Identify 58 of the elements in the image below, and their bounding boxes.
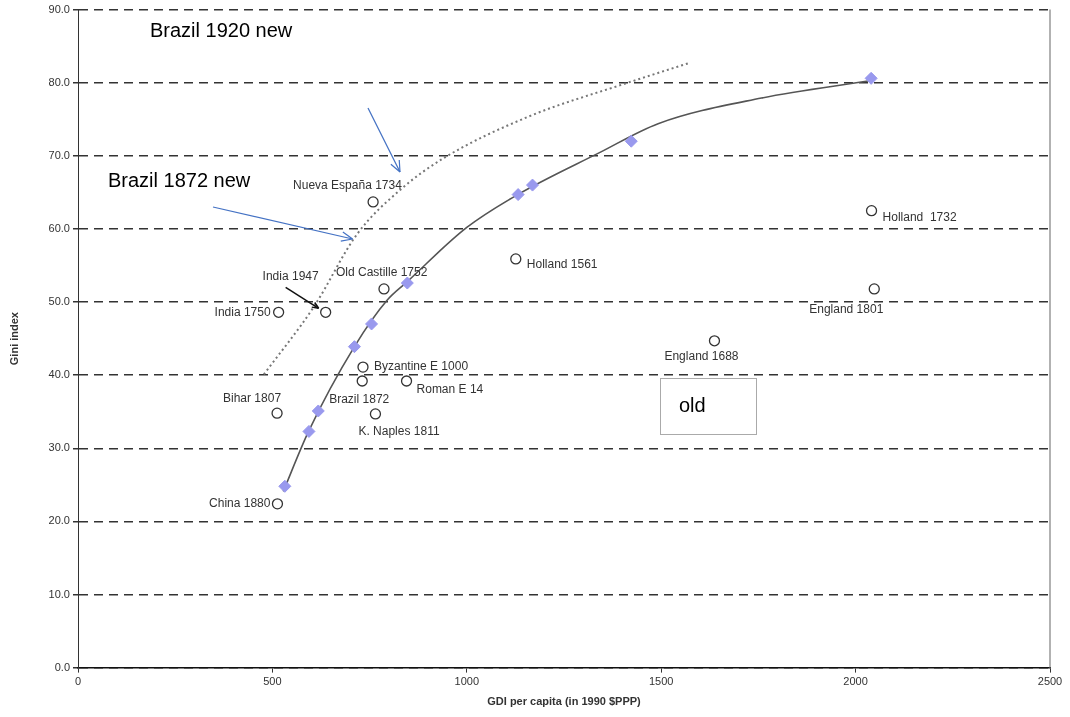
annotation: Brazil 1920 new xyxy=(150,18,293,42)
x-tick-label: 500 xyxy=(263,675,282,688)
y-tick-label: 0.0 xyxy=(54,660,70,673)
point xyxy=(511,188,525,202)
y-tick-label: 70.0 xyxy=(48,148,70,161)
point xyxy=(400,276,414,290)
point xyxy=(400,375,413,387)
data-label: England 1688 xyxy=(664,349,739,364)
y-tick-label: 10.0 xyxy=(48,587,70,600)
point xyxy=(369,408,382,420)
point xyxy=(864,71,878,85)
data-label: K. Naples 1811 xyxy=(358,424,440,439)
y-axis-title: Gini index xyxy=(7,311,20,366)
data-label: Holland 1561 xyxy=(526,257,598,272)
annotation: Brazil 1872 new xyxy=(108,168,251,192)
point xyxy=(320,306,332,318)
data-label: Holland 1732 xyxy=(882,209,957,224)
annotation: old xyxy=(660,378,757,435)
data-label: Byzantine E 1000 xyxy=(373,359,469,374)
point xyxy=(272,306,285,318)
y-tick-label: 80.0 xyxy=(48,75,70,88)
y-tick-label: 30.0 xyxy=(48,441,70,454)
x-axis-title: GDI per capita (in 1990 $PPP) xyxy=(487,695,642,708)
point xyxy=(868,283,880,295)
point xyxy=(624,134,638,148)
point xyxy=(708,335,721,347)
point xyxy=(347,340,361,354)
y-tick-label: 50.0 xyxy=(48,295,70,308)
point xyxy=(271,498,284,510)
x-tick-label: 0 xyxy=(74,675,82,688)
point xyxy=(302,424,316,438)
point xyxy=(311,404,325,418)
x-tick-label: 1000 xyxy=(454,675,480,688)
point xyxy=(526,178,540,192)
point xyxy=(865,205,878,217)
y-tick-label: 20.0 xyxy=(48,514,70,527)
data-label: Brazil 1872 xyxy=(329,392,390,407)
data-label: India 1947 xyxy=(262,268,319,283)
data-label: England 1801 xyxy=(809,302,884,317)
point xyxy=(378,283,390,295)
point xyxy=(365,317,379,331)
data-label: Bihar 1807 xyxy=(223,391,282,406)
data-label: Nueva España 1734 xyxy=(293,178,403,193)
x-tick-label: 1500 xyxy=(648,675,674,688)
y-tick-label: 40.0 xyxy=(48,368,70,381)
point xyxy=(278,479,292,493)
y-tick-label: 60.0 xyxy=(48,221,70,234)
data-label: India 1750 xyxy=(214,304,271,319)
y-tick-label: 90.0 xyxy=(48,2,70,15)
data-label: Roman E 14 xyxy=(416,382,484,397)
point xyxy=(510,253,522,265)
x-tick-label: 2500 xyxy=(1037,675,1063,688)
point xyxy=(367,196,379,208)
point xyxy=(271,407,283,419)
point xyxy=(356,375,368,387)
point xyxy=(357,361,369,373)
x-tick-label: 2000 xyxy=(843,675,868,688)
data-label: China 1880 xyxy=(209,496,271,511)
